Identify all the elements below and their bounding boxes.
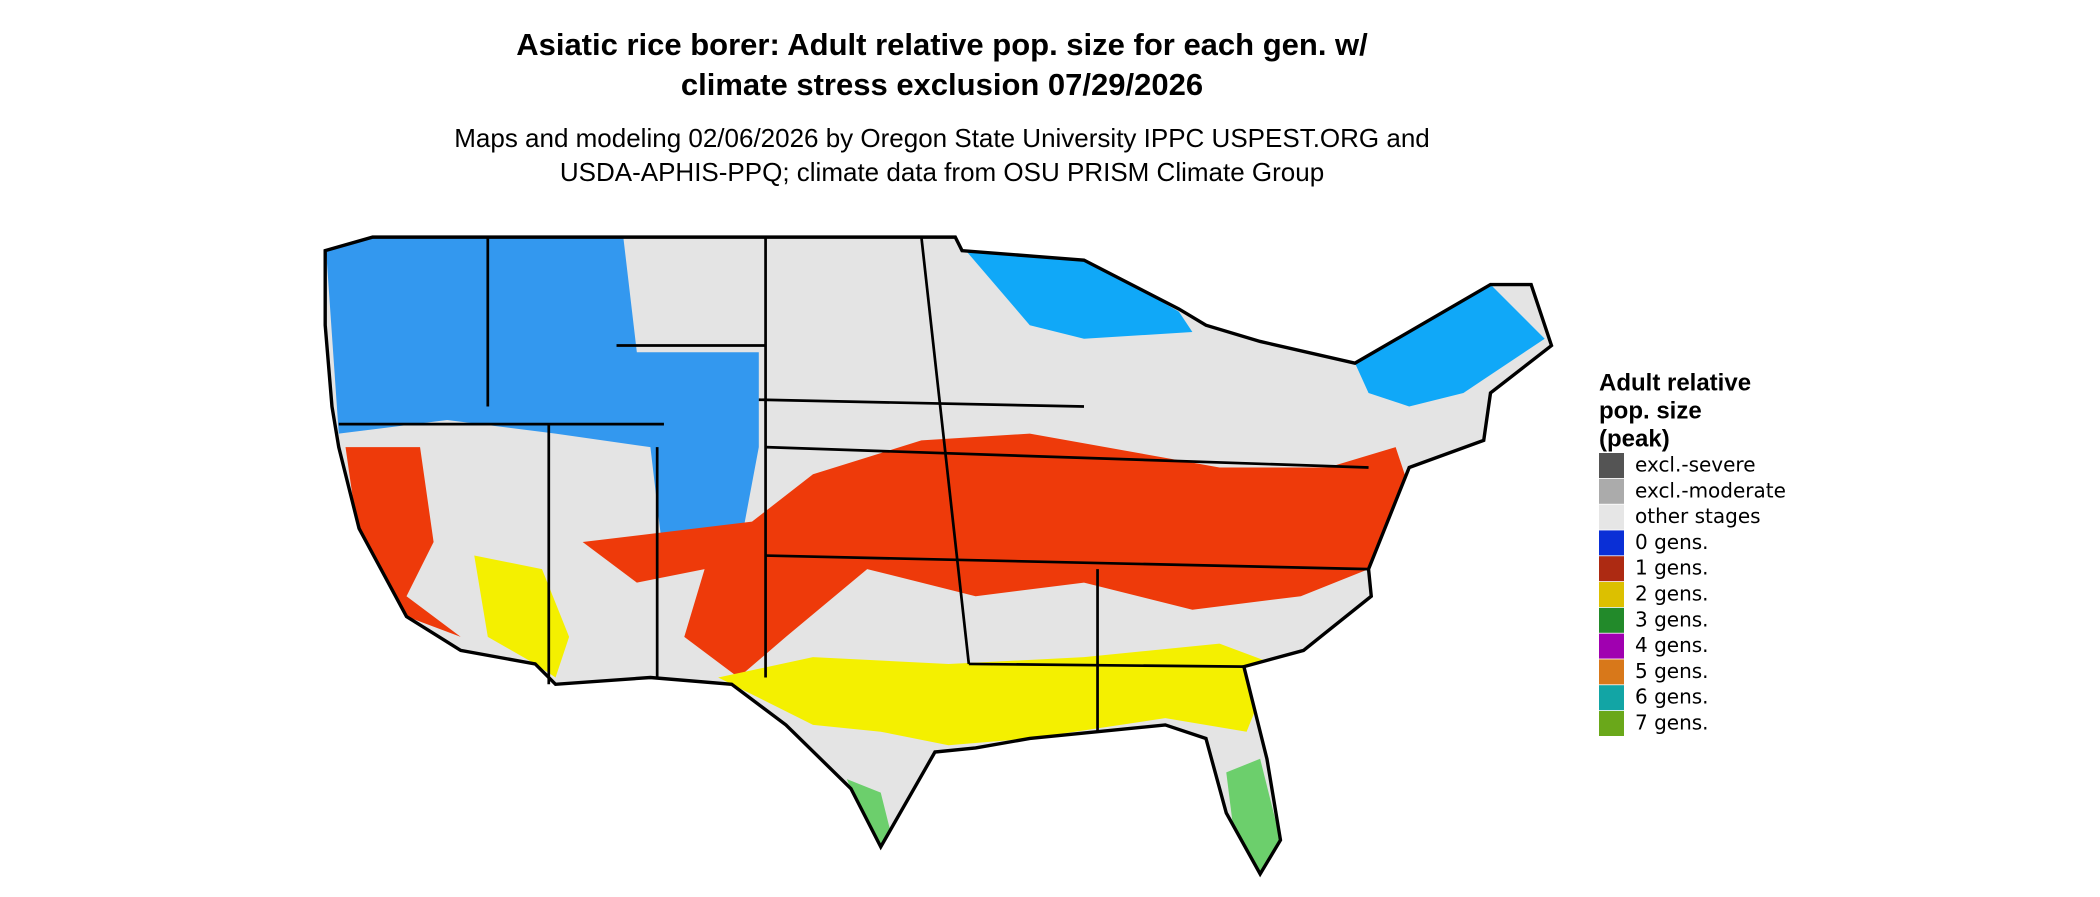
green-region [1226,758,1281,874]
legend-swatch [1599,504,1624,530]
legend-swatch [1599,685,1624,711]
legend-swatch [1599,659,1624,685]
blue-region [948,237,1193,339]
yellow-region [474,555,570,678]
red-region [582,433,1410,678]
legend-label: 3 gens. [1635,607,1709,631]
subtitle-line: USDA-APHIS-PPQ; climate data from OSU PR… [560,157,1324,187]
legend-label: excl.-severe [1635,453,1756,477]
legend-swatch [1599,711,1624,736]
legend-label: 2 gens. [1635,582,1709,606]
legend-label: 7 gens. [1635,711,1709,735]
yellow-region [718,643,1274,746]
legend-swatch [1599,633,1624,659]
legend-title: (peak) [1599,425,1670,452]
map [323,235,1554,878]
legend-title: pop. size [1599,397,1702,424]
legend-label: 6 gens. [1635,685,1709,709]
us-outline [323,235,1554,878]
legend-swatch [1599,582,1624,607]
green-region [846,779,895,847]
subtitle-line: Maps and modeling 02/06/2026 by Oregon S… [454,123,1430,153]
legend-title: Adult relative [1599,369,1751,396]
state-lines [338,236,1369,732]
legend-label: 1 gens. [1635,556,1709,580]
legend-swatch [1599,453,1624,478]
red-region [345,447,461,637]
legend-swatch [1599,530,1624,556]
title-line: climate stress exclusion 07/29/2026 [681,67,1203,102]
legend-label: 5 gens. [1635,659,1709,683]
header: Asiatic rice borer: Adult relative pop. … [454,27,1430,187]
title-line: Asiatic rice borer: Adult relative pop. … [516,27,1368,62]
legend-swatch [1599,478,1624,504]
legend-label: other stages [1635,504,1761,528]
blue-region [325,237,759,563]
legend-label: excl.-moderate [1635,478,1786,502]
legend-label: 4 gens. [1635,633,1709,657]
blue-region [1355,284,1545,407]
legend-swatch [1599,556,1624,582]
legend-swatch [1599,607,1624,633]
legend-label: 0 gens. [1635,530,1709,554]
